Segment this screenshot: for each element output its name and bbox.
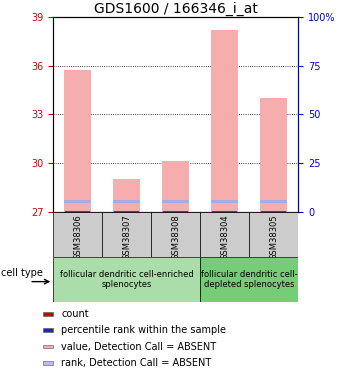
Bar: [43, 312, 53, 316]
Bar: [151, 212, 200, 257]
Text: GSM38308: GSM38308: [171, 214, 180, 260]
Bar: [113, 200, 140, 203]
Bar: [211, 30, 238, 212]
Text: GSM38304: GSM38304: [220, 214, 229, 260]
Bar: [200, 257, 298, 302]
Bar: [162, 162, 189, 212]
Bar: [260, 98, 287, 212]
Text: percentile rank within the sample: percentile rank within the sample: [61, 325, 226, 335]
Text: follicular dendritic cell-
depleted splenocytes: follicular dendritic cell- depleted sple…: [201, 270, 298, 289]
Bar: [249, 212, 298, 257]
Text: GSM38306: GSM38306: [73, 214, 82, 260]
Bar: [53, 212, 102, 257]
Bar: [260, 200, 287, 203]
Text: rank, Detection Call = ABSENT: rank, Detection Call = ABSENT: [61, 358, 212, 368]
Bar: [64, 70, 91, 212]
Bar: [211, 200, 238, 203]
Bar: [64, 200, 91, 203]
Bar: [113, 179, 140, 212]
Bar: [43, 345, 53, 348]
Bar: [102, 212, 151, 257]
Bar: [43, 361, 53, 365]
Text: cell type: cell type: [1, 268, 43, 278]
Text: GSM38305: GSM38305: [269, 214, 279, 260]
Text: count: count: [61, 309, 89, 319]
Title: GDS1600 / 166346_i_at: GDS1600 / 166346_i_at: [94, 2, 258, 16]
Bar: [43, 328, 53, 332]
Bar: [200, 212, 249, 257]
Text: value, Detection Call = ABSENT: value, Detection Call = ABSENT: [61, 342, 216, 352]
Text: follicular dendritic cell-enriched
splenocytes: follicular dendritic cell-enriched splen…: [60, 270, 193, 289]
Text: GSM38307: GSM38307: [122, 214, 131, 260]
Bar: [53, 257, 200, 302]
Bar: [162, 200, 189, 203]
